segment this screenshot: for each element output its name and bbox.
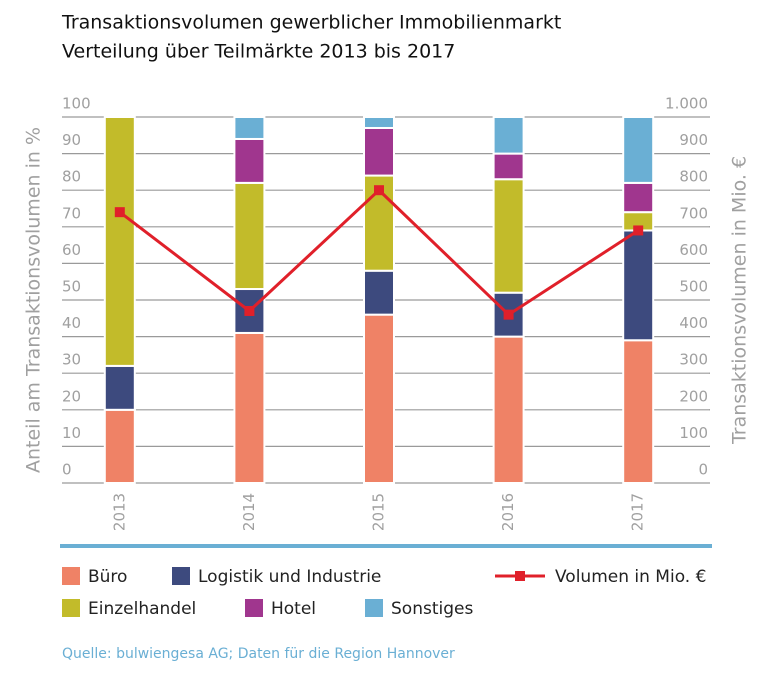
y-tick-label: 90 <box>62 131 81 149</box>
chart-subtitle: Verteilung über Teilmärkte 2013 bis 2017 <box>62 41 455 63</box>
bar-segment <box>622 229 655 342</box>
legend-label: Büro <box>88 567 127 587</box>
x-tick-label: 2016 <box>499 493 517 531</box>
y2-tick-label: 100 <box>679 424 708 442</box>
bar-segment <box>492 335 525 484</box>
legend-swatch <box>62 567 80 585</box>
bar-segment <box>363 116 395 129</box>
legend-label: Hotel <box>271 599 316 619</box>
bar-segment <box>622 181 655 214</box>
line-marker <box>633 225 644 236</box>
legend-swatch <box>172 567 190 585</box>
x-tick-label: 2017 <box>629 493 647 531</box>
x-tick-label: 2015 <box>370 493 388 531</box>
y-axis-label: Anteil am Transaktionsvolumen in % <box>23 127 45 473</box>
y-tick-label: 80 <box>62 168 81 186</box>
bar-segment <box>363 313 395 485</box>
bar-segment <box>233 331 266 484</box>
y2-tick-label: 400 <box>679 314 708 332</box>
bar-segment <box>103 116 136 367</box>
legend-swatch <box>365 599 383 617</box>
y-tick-label: 70 <box>62 204 81 222</box>
x-tick-label: 2013 <box>110 493 128 531</box>
y2-tick-label: 600 <box>679 241 708 259</box>
bar-segment <box>622 116 655 184</box>
y2-tick-label: 1.000 <box>665 95 708 113</box>
bar-segment <box>492 116 525 155</box>
y2-tick-label: 0 <box>698 461 708 479</box>
y-tick-label: 50 <box>62 278 81 296</box>
legend-marker <box>515 571 525 581</box>
x-tick-label: 2014 <box>240 493 258 531</box>
bar-segment <box>233 181 266 291</box>
y-tick-label: 40 <box>62 314 81 332</box>
y-tick-label: 60 <box>62 241 81 259</box>
bar-segment <box>233 116 266 140</box>
legend-label: Sonstiges <box>391 599 473 619</box>
source: Quelle: bulwiengesa AG; Daten für die Re… <box>62 646 455 662</box>
legend-label: Einzelhandel <box>88 599 196 619</box>
chart-title: Transaktionsvolumen gewerblicher Immobil… <box>61 12 561 34</box>
y-tick-label: 0 <box>62 461 72 479</box>
y2-tick-label: 800 <box>679 168 708 186</box>
legend-label: Logistik und Industrie <box>198 567 381 587</box>
bar-segment <box>363 269 395 316</box>
y-tick-label: 10 <box>62 424 81 442</box>
y-tick-label: 100 <box>62 95 91 113</box>
y2-tick-label: 700 <box>679 204 708 222</box>
legend-swatch <box>245 599 263 617</box>
bar-segment <box>233 137 266 184</box>
y-tick-label: 20 <box>62 387 81 405</box>
y2-tick-label: 900 <box>679 131 708 149</box>
y2-tick-label: 500 <box>679 278 708 296</box>
line-marker <box>503 309 514 320</box>
bar-segment <box>363 126 395 177</box>
line-marker <box>114 207 125 218</box>
bar-segment <box>622 339 655 485</box>
line-marker <box>244 305 255 316</box>
y2-axis-label: Transaktionsvolumen in Mio. € <box>729 156 751 445</box>
y2-tick-label: 300 <box>679 351 708 369</box>
bar-segment <box>492 152 525 181</box>
legend-label: Volumen in Mio. € <box>555 567 706 587</box>
bar-segment <box>103 408 136 484</box>
bar-segment <box>492 178 525 294</box>
legend-swatch <box>62 599 80 617</box>
y2-tick-label: 200 <box>679 387 708 405</box>
line-marker <box>374 185 384 196</box>
y-tick-label: 30 <box>62 351 81 369</box>
bar-segment <box>103 364 136 411</box>
